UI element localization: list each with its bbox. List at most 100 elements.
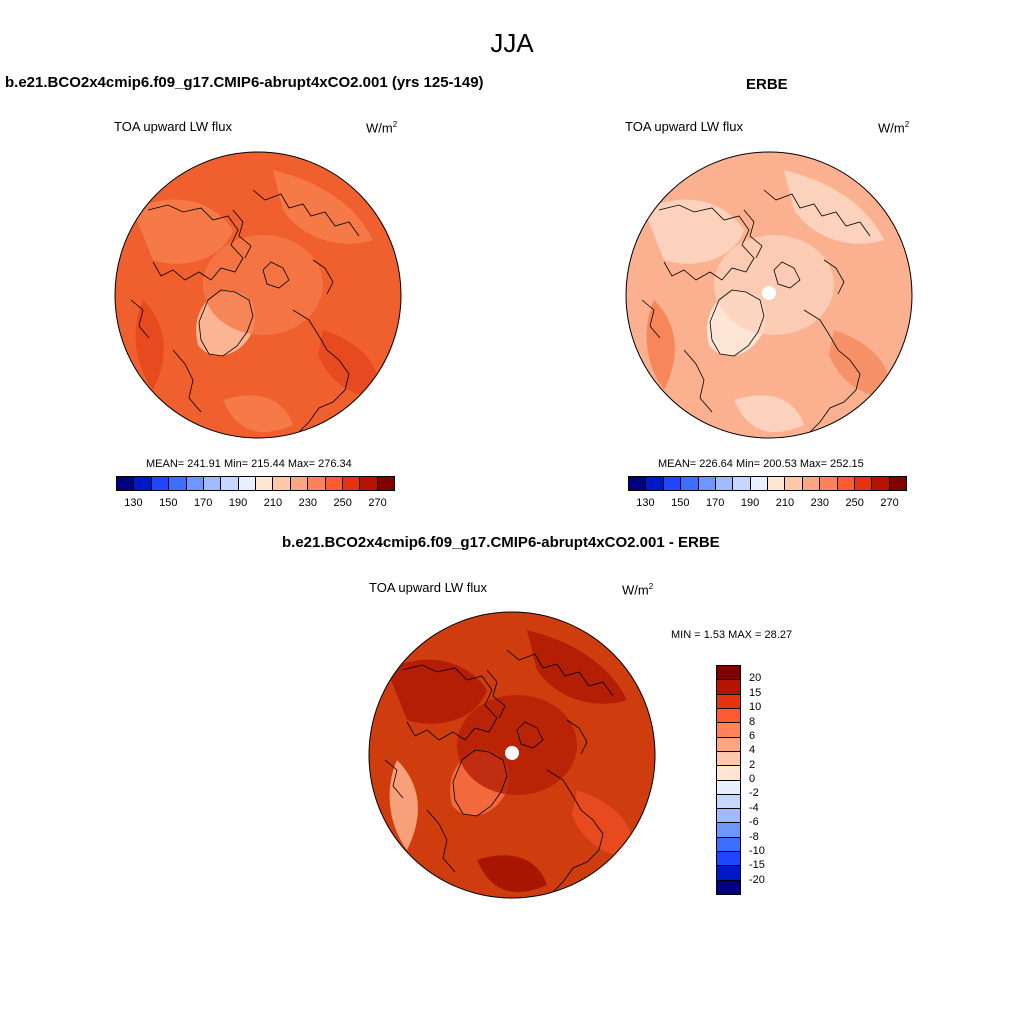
map-coastline: [763, 189, 871, 237]
left-units-label: W/m2: [366, 120, 398, 136]
colorbar-tick-label: -6: [749, 816, 759, 829]
colorbar-tick-label: -15: [749, 859, 765, 872]
colorbar-swatch: [715, 477, 734, 490]
map-coastline: [641, 299, 661, 339]
map-coastline: [803, 309, 861, 433]
colorbar-tick-label: 230: [810, 497, 829, 509]
map-coastline: [384, 759, 404, 799]
map-contour-region: [784, 170, 884, 244]
colorbar-tick-label: 150: [671, 497, 690, 509]
map-coastline: [452, 749, 508, 817]
colorbar-tick-label: 210: [775, 497, 795, 509]
colorbar-tick-label: 270: [880, 497, 899, 509]
map-contour-region: [273, 170, 373, 244]
colorbar-tick-label: 130: [124, 497, 143, 509]
map-border: [625, 151, 913, 439]
right-panel-title: ERBE: [746, 76, 788, 93]
colorbar-swatch: [750, 477, 768, 490]
colorbar-swatch: [717, 852, 740, 867]
map-pole-hole: [505, 746, 519, 760]
colorbar-swatch: [117, 477, 135, 490]
colorbar-tick-label: 4: [749, 744, 756, 757]
colorbar-swatch: [203, 477, 222, 490]
colorbar-swatch: [717, 880, 740, 894]
map-contour-region: [133, 199, 233, 264]
colorbar-swatch: [221, 477, 239, 490]
colorbar-swatch: [342, 477, 361, 490]
map-coastline: [743, 209, 763, 259]
colorbar-tick-label: 170: [194, 497, 213, 509]
map-polar-region: [457, 695, 577, 795]
map-coastline: [262, 261, 290, 289]
left-colorbar: [116, 476, 395, 491]
map-border: [114, 151, 402, 439]
diff-units-label: W/m2: [622, 582, 654, 598]
colorbar-tick-label: -10: [749, 844, 765, 857]
colorbar-swatch: [717, 809, 740, 824]
map-coastline: [506, 649, 614, 697]
colorbar-swatch: [717, 780, 740, 795]
map-coastline: [546, 769, 604, 893]
diff-polar-map: [368, 611, 656, 899]
map-pole-hole: [762, 286, 776, 300]
colorbar-swatch: [717, 708, 740, 724]
map-contour-region: [389, 760, 418, 850]
colorbar-swatch: [698, 477, 716, 490]
colorbar-swatch: [256, 477, 274, 490]
colorbar-swatch: [290, 477, 309, 490]
colorbar-swatch: [837, 477, 855, 490]
colorbar-tick-label: 250: [333, 497, 352, 509]
map-coastline: [658, 204, 755, 281]
map-coastline: [683, 349, 713, 413]
colorbar-tick-label: 250: [845, 497, 864, 509]
colorbar-tick-label: 190: [228, 497, 248, 509]
map-contour-region: [477, 855, 547, 893]
map-border: [368, 611, 656, 899]
map-coastline: [172, 349, 202, 413]
right-units-label: W/m2: [878, 120, 910, 136]
colorbar-swatch: [308, 477, 326, 490]
left-panel-title: b.e21.BCO2x4cmip6.f09_g17.CMIP6-abrupt4x…: [5, 74, 484, 91]
colorbar-tick-label: -20: [749, 873, 765, 886]
map-contour-region: [527, 630, 627, 704]
colorbar-swatch: [377, 477, 394, 490]
colorbar-tick-label: 15: [749, 686, 762, 699]
colorbar-swatch: [681, 477, 699, 490]
left-polar-map: [114, 151, 402, 439]
map-contour-region: [223, 395, 293, 433]
colorbar-tick-label: 150: [159, 497, 178, 509]
colorbar-swatch: [717, 737, 740, 752]
map-contour-region: [644, 199, 744, 264]
colorbar-swatch: [717, 694, 740, 709]
map-coastline: [486, 669, 506, 719]
map-coastline: [773, 261, 801, 289]
map-coastline: [147, 204, 244, 281]
map-coastline: [130, 299, 150, 339]
colorbar-swatch: [151, 477, 170, 490]
colorbar-swatch: [717, 794, 740, 810]
map-coastline: [709, 289, 765, 357]
left-stats: MEAN= 241.91 Min= 215.44 Max= 276.34: [146, 458, 352, 470]
map-coastline: [566, 719, 588, 755]
colorbar-swatch: [717, 666, 740, 681]
map-polar-region: [714, 235, 834, 335]
colorbar-tick-label: 130: [636, 497, 655, 509]
colorbar-tick-label: -4: [749, 801, 759, 814]
colorbar-swatch: [717, 751, 740, 767]
colorbar-swatch: [629, 477, 647, 490]
colorbar-swatch: [717, 766, 740, 781]
colorbar-swatch: [717, 866, 740, 881]
colorbar-tick-label: -2: [749, 787, 759, 800]
colorbar-swatch: [646, 477, 664, 490]
colorbar-swatch: [802, 477, 821, 490]
colorbar-tick-label: 8: [749, 715, 756, 728]
colorbar-tick-label: 270: [368, 497, 387, 509]
map-contour-region: [734, 395, 804, 433]
map-coastline: [252, 189, 360, 237]
colorbar-swatch: [854, 477, 873, 490]
colorbar-swatch: [733, 477, 751, 490]
map-coastline: [516, 721, 544, 749]
colorbar-swatch: [273, 477, 291, 490]
colorbar-swatch: [238, 477, 256, 490]
diff-minmax: MIN = 1.53 MAX = 28.27: [671, 629, 793, 641]
